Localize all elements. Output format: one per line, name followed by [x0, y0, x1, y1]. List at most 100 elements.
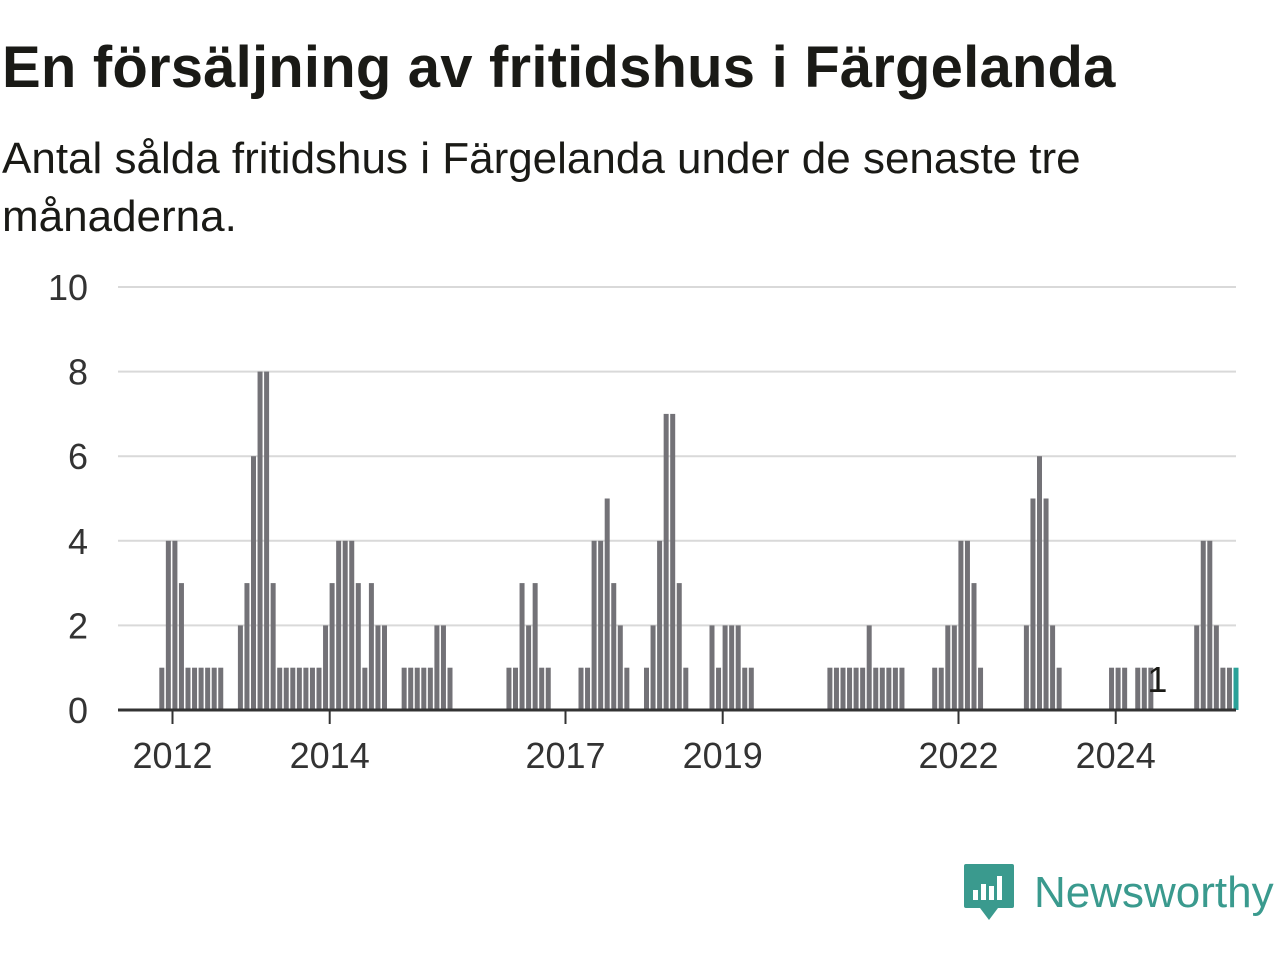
- bar: [1135, 667, 1141, 710]
- bar: [866, 625, 872, 710]
- bar: [1233, 667, 1239, 710]
- bar: [296, 667, 302, 710]
- bar: [283, 667, 289, 710]
- bar: [1122, 667, 1128, 710]
- bar: [513, 667, 518, 710]
- bar: [735, 625, 741, 710]
- bar: [604, 498, 610, 710]
- bar: [611, 583, 617, 710]
- bar: [539, 667, 545, 710]
- data-label: 1: [1147, 659, 1167, 700]
- bar: [1226, 667, 1232, 710]
- bar: [840, 667, 846, 710]
- bar: [598, 540, 604, 710]
- bar: [1043, 498, 1049, 710]
- bar: [650, 625, 656, 710]
- bar: [709, 625, 715, 710]
- bar: [349, 540, 355, 710]
- bar: [971, 583, 977, 710]
- bar: [670, 413, 676, 710]
- bar: [362, 667, 368, 710]
- bar: [716, 667, 722, 710]
- y-tick-label: 10: [48, 267, 88, 308]
- bar: [1023, 625, 1029, 710]
- bar: [585, 667, 591, 710]
- y-tick-label: 8: [68, 352, 88, 393]
- bar: [506, 667, 512, 710]
- bar: [1141, 667, 1147, 710]
- bar: [336, 540, 342, 710]
- bar: [1109, 667, 1115, 710]
- bar: [748, 667, 754, 710]
- x-tick-label: 2024: [1076, 735, 1156, 776]
- bar: [847, 667, 853, 710]
- y-tick-label: 4: [68, 521, 88, 562]
- chart-title: En försäljning av fritidshus i Färgeland…: [2, 35, 1116, 100]
- newsworthy-logo-icon: [964, 864, 1014, 920]
- bar: [355, 583, 361, 710]
- bar: [447, 667, 453, 710]
- bar: [683, 667, 689, 710]
- y-tick-label: 6: [68, 436, 88, 477]
- bar: [964, 540, 970, 710]
- bar: [342, 540, 348, 710]
- bar: [1056, 667, 1062, 710]
- bar: [519, 583, 525, 710]
- bar: [1207, 540, 1213, 710]
- bar: [165, 540, 171, 710]
- bar: [1050, 625, 1056, 710]
- bar: [1220, 667, 1226, 710]
- newsworthy-logo: Newsworthy: [962, 862, 1274, 924]
- bar: [886, 667, 892, 710]
- bar: [978, 667, 984, 710]
- bar: [1200, 540, 1206, 710]
- bar: [178, 583, 184, 710]
- bar: [899, 667, 905, 710]
- bar: [251, 456, 256, 710]
- bar: [205, 667, 211, 710]
- bar: [833, 667, 839, 710]
- x-tick-label: 2012: [132, 735, 212, 776]
- bar: [303, 667, 309, 710]
- bar: [545, 667, 551, 710]
- bar: [270, 583, 276, 710]
- bar: [1030, 498, 1036, 710]
- x-tick-label: 2017: [525, 735, 605, 776]
- x-tick-label: 2014: [290, 735, 370, 776]
- bar: [192, 667, 198, 710]
- bar: [218, 667, 224, 710]
- bar: [624, 667, 630, 710]
- bar: [860, 667, 866, 710]
- bar: [277, 667, 283, 710]
- bar: [853, 667, 859, 710]
- bar: [427, 667, 433, 710]
- bar: [722, 625, 728, 710]
- bar: [368, 583, 374, 710]
- bar: [958, 540, 964, 710]
- logo-text: Newsworthy: [1034, 868, 1274, 917]
- bar: [742, 667, 748, 710]
- bar: [644, 667, 649, 710]
- bar: [1037, 456, 1042, 710]
- bar: [827, 667, 833, 710]
- bar: [1115, 667, 1121, 710]
- bar: [375, 625, 381, 710]
- bar: [329, 583, 335, 710]
- bar: [172, 540, 178, 710]
- bar: [198, 667, 204, 710]
- bar: [526, 625, 532, 710]
- bar: [159, 667, 165, 710]
- bar: [382, 625, 387, 710]
- bar: [591, 540, 597, 710]
- bar: [892, 667, 898, 710]
- bar: [401, 667, 407, 710]
- bar: [729, 625, 735, 710]
- bar: [532, 583, 538, 710]
- bar: [421, 667, 427, 710]
- bar: [1213, 625, 1219, 710]
- bar: [657, 540, 663, 710]
- bar: [932, 667, 938, 710]
- chart-subtitle: Antal sålda fritidshus i Färgelanda unde…: [2, 134, 1081, 241]
- bar: [938, 667, 944, 710]
